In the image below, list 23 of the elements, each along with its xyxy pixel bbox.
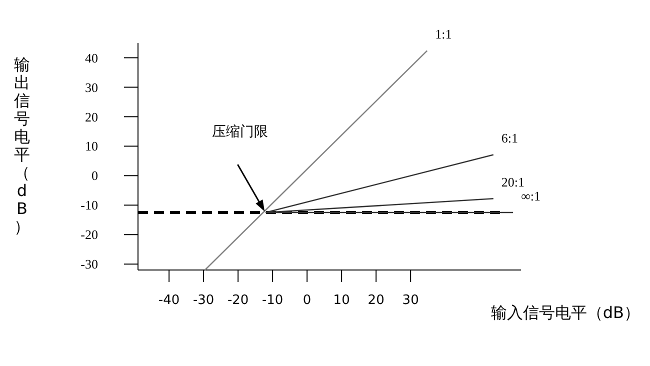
text: 输出信号电平（dB） xyxy=(14,55,30,236)
annotation: 压缩门限 xyxy=(212,124,268,140)
series-label: ∞:1 xyxy=(521,188,540,204)
y-tick-label: 0 xyxy=(92,168,98,184)
series-label: 6:1 xyxy=(501,130,518,146)
x-tick-label: -20 xyxy=(227,293,249,308)
series-label: 20:1 xyxy=(501,174,525,190)
y-tick-label: -10 xyxy=(80,198,98,213)
x-tick-label: 30 xyxy=(402,293,419,308)
x-tick-label: -30 xyxy=(192,293,214,308)
x-axis-title: 输入信号电平（dB） xyxy=(490,303,640,322)
y-tick-label: 40 xyxy=(85,50,98,66)
series-label: 1:1 xyxy=(435,26,452,42)
x-tick-label: 10 xyxy=(333,293,350,308)
y-tick-label: -30 xyxy=(80,256,98,272)
y-tick-label: 30 xyxy=(85,80,98,95)
x-tick-label: -10 xyxy=(262,293,284,308)
y-tick-label: -20 xyxy=(80,227,98,242)
x-tick-label: 20 xyxy=(368,293,384,308)
x-tick-label: 0 xyxy=(302,293,312,308)
y-tick-label: 20 xyxy=(85,109,98,124)
x-tick-label: -40 xyxy=(158,293,180,308)
y-tick-label: 10 xyxy=(85,138,98,154)
